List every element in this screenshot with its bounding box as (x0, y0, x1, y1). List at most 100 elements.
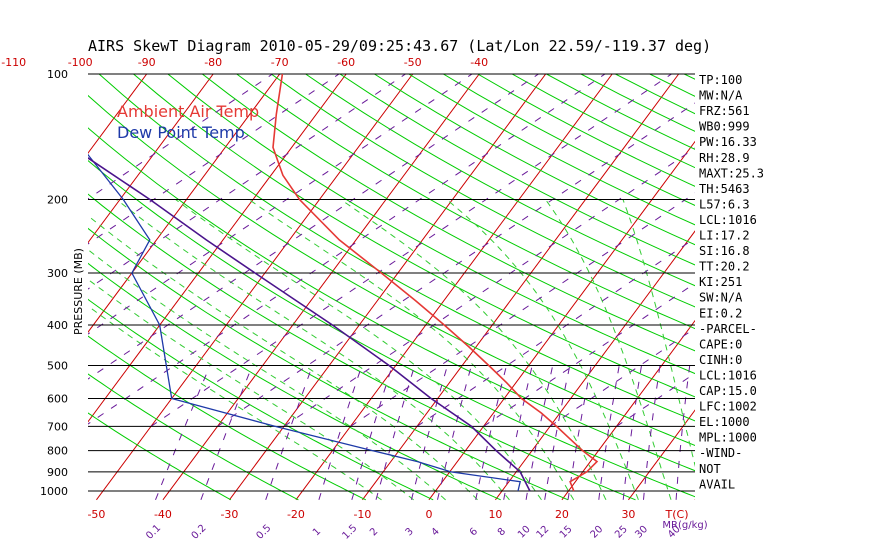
stability-index-line: L57:6.3 (699, 197, 750, 211)
isobar-lines (88, 73, 695, 492)
mixing-ratio-line (622, 365, 642, 500)
dry-adiabat-line (88, 373, 299, 501)
isotherm-line (88, 74, 214, 244)
parcel-path-line (88, 157, 531, 492)
pressure-tick-label: 400 (47, 319, 68, 332)
mixing-ratio-line (217, 102, 695, 427)
dry-adiabat-line (88, 127, 695, 472)
moist-adiabat-line (340, 199, 607, 501)
mixing-ratio-tick-label: 2 (368, 526, 380, 538)
isotherm-line (761, 74, 870, 500)
isotherm-line (88, 74, 281, 333)
stability-index-line: TH:5463 (699, 182, 750, 196)
isotherm-line (0, 74, 14, 500)
moist-adiabat-line (88, 215, 478, 501)
pressure-tick-label: 1000 (40, 485, 68, 498)
mixing-ratio-unit-text: MR(g/kg) (662, 520, 707, 531)
dry-adiabat-line (339, 74, 695, 266)
stability-index-line: SW:N/A (699, 291, 743, 305)
dry-adiabat-line (133, 74, 695, 398)
dry-adiabat-line (88, 298, 434, 501)
moist-adiabat-line (446, 199, 639, 500)
isotherm-line (362, 74, 680, 501)
pressure-tick-label: 700 (47, 420, 68, 433)
mixing-ratio-tick-label: 1.5 (341, 523, 360, 542)
dry-adiabat-line (88, 193, 636, 501)
mixing-ratio-line (88, 74, 539, 380)
moist-adiabat-line (88, 305, 382, 501)
pressure-tick-label: 600 (47, 392, 68, 405)
dry-adiabat-line (201, 74, 695, 352)
isotherm-line (162, 74, 480, 501)
dry-adiabat-line (788, 74, 870, 500)
mixing-ratio-line (544, 365, 571, 500)
stability-index-line: -PARCEL- (699, 322, 757, 336)
moist-adiabat-line (545, 199, 672, 500)
top-tick-label: -70 (271, 56, 289, 69)
stability-index-line: TP:100 (699, 73, 742, 87)
mixing-ratio-line (416, 237, 695, 427)
mixing-ratio-line (598, 365, 620, 500)
mixing-ratio-tick-label: 3 (404, 526, 416, 538)
pressure-tick-label: 500 (47, 359, 68, 372)
moist-adiabat-line (116, 199, 510, 501)
stability-index-line: MW:N/A (699, 89, 743, 103)
chart-title: AIRS SkewT Diagram 2010-05-29/09:25:43.6… (88, 37, 711, 55)
stability-index-line: KI:251 (699, 275, 742, 289)
stability-index-line: WB0:999 (699, 120, 750, 134)
mixing-ratio-line (265, 365, 313, 500)
bottom-tick-label: 10 (488, 508, 502, 521)
dry-adiabat-line (305, 74, 695, 287)
isotherm-line (88, 74, 148, 154)
mixing-ratio-line (503, 365, 533, 500)
mixing-ratio-line (483, 282, 695, 427)
top-tick-label: -80 (204, 56, 222, 69)
top-tick-label: -40 (470, 56, 488, 69)
legend-ambient-air: Ambient Air Temp (117, 102, 259, 121)
pressure-tick-label: 200 (47, 194, 68, 207)
dry-adiabat-line (88, 262, 501, 501)
y-axis-label: PRESSURE (MB) (72, 248, 85, 335)
stability-index-line: LCL:1016 (699, 213, 757, 227)
top-tick-label: -50 (404, 56, 422, 69)
dry-adiabat-line (88, 412, 232, 501)
mixing-ratio-line (318, 365, 363, 500)
isotherm-line (561, 319, 695, 501)
isotherm-line (495, 230, 695, 501)
stability-index-line: AVAIL (699, 477, 735, 491)
stability-index-line: CAP:15.0 (699, 384, 757, 398)
bottom-tick-label: -10 (353, 508, 371, 521)
temperature-unit-label: T(C) (665, 508, 689, 521)
dry-adiabat-line (753, 74, 870, 500)
bottom-tick-label: -50 (87, 508, 105, 521)
top-tick-label: -60 (337, 56, 355, 69)
bottom-tick-label: -20 (287, 508, 305, 521)
dry-adiabat-line (270, 74, 695, 308)
dry-adiabat-line (236, 74, 695, 330)
stability-index-line: -WIND- (699, 446, 742, 460)
bottom-tick-label: 20 (555, 508, 569, 521)
moist-adiabat-line (88, 278, 414, 501)
isotherm-line (0, 74, 80, 500)
mixing-ratio-tick-label: 20 (589, 524, 606, 541)
isotherm-line (428, 140, 695, 501)
dry-adiabat-line (408, 74, 695, 226)
mixing-ratio-line (155, 365, 211, 500)
dry-adiabat-line (477, 74, 695, 187)
stability-index-line: LI:17.2 (699, 229, 750, 243)
mixing-ratio-line (437, 365, 472, 500)
mixing-ratio-tick-label: 1 (311, 526, 323, 538)
mixing-ratio-tick-label: 6 (468, 526, 480, 538)
ambient-air-temp-line (272, 74, 599, 492)
pressure-tick-label: 100 (47, 68, 68, 81)
stability-index-line: MPL:1000 (699, 431, 757, 445)
bottom-tick-label: -30 (220, 508, 238, 521)
dry-adiabat-line (649, 74, 695, 97)
dry-adiabat-line (88, 159, 695, 498)
mixing-ratio-line (375, 365, 416, 500)
stability-index-line: NOT (699, 462, 721, 476)
sounding-profiles (88, 74, 599, 492)
dew-point-temp-line (88, 153, 521, 492)
